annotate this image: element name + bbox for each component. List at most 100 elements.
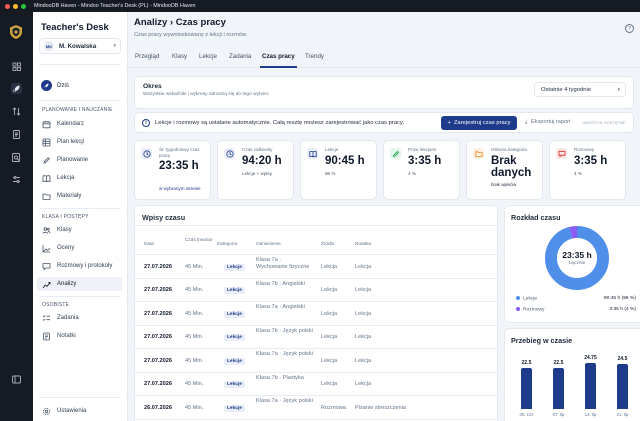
stat-card-weekly-average: Śr. tygodniowy czas pracy 23:35 h w wybr… <box>134 140 211 200</box>
table-row[interactable]: 27.07.2026 45 Min. Lekcje Klasa 7b · Angiel… <box>135 279 497 302</box>
period-card: Okres Wszystkie wskaźniki i wykresy odno… <box>134 76 634 109</box>
stat-label: Poza lekcjami <box>408 147 437 152</box>
stat-sub: 4 % <box>408 171 416 176</box>
edit-icon <box>390 148 401 159</box>
cell-source: Lekcja <box>321 381 338 388</box>
window-titlebar: MindooDB Haven - Mindoo Teacher's Desk (… <box>0 0 640 12</box>
legend-item-talks: Rozmowy 3:35 h (4 %) <box>516 307 636 312</box>
stat-card-talks: Rozmowy 3:35 h 4 % <box>549 140 626 200</box>
bar-value-label: 24.5 <box>617 355 628 362</box>
table-row[interactable]: 27.07.2026 45 Min. Lekcje Klasa 7a · Język … <box>135 349 497 373</box>
divider <box>135 254 497 255</box>
rail-document-icon[interactable] <box>11 129 22 140</box>
cell-date: 27.07.2026 <box>144 287 172 294</box>
table-row[interactable]: 26.07.2026 45 Min. Lekcje Klasa 7a · Język … <box>135 396 497 420</box>
zoom-window-button[interactable] <box>21 3 26 9</box>
donut-hole <box>557 238 597 278</box>
period-title: Okres <box>143 83 162 90</box>
cell-note: Lekcja <box>355 381 372 388</box>
divider <box>39 100 121 101</box>
bar-value-label: 22.5 <box>521 359 532 366</box>
panel-toggle-icon[interactable] <box>11 374 22 385</box>
sidebar-item-lesson[interactable]: Lekcja <box>37 171 122 185</box>
sidebar-item-grades[interactable]: Oceny <box>37 241 122 255</box>
chevron-down-icon: ▾ <box>617 87 620 93</box>
cell-reference: Klasa 7a · Wychowanie fizyczne <box>256 257 310 271</box>
bar-value-label: 24.75 <box>584 355 597 362</box>
rail-search-doc-icon[interactable] <box>11 152 22 163</box>
info-bar: i Lekcje i rozmowy są ustalane automatyc… <box>134 112 634 133</box>
table-row[interactable]: 27.07.2026 45 Min. Lekcje Klasa 7b · Plasty… <box>135 373 497 396</box>
minimize-window-button[interactable] <box>13 3 18 9</box>
divider <box>39 64 121 65</box>
sidebar-item-talks[interactable]: Rozmowy i protokoły <box>37 259 122 273</box>
cell-reference: Klasa 7a · Język polski <box>256 398 313 404</box>
chat-icon <box>42 262 51 270</box>
folder-icon <box>42 193 51 200</box>
sidebar-item-materials[interactable]: Materiały <box>37 189 122 203</box>
table-row[interactable]: 27.07.2026 45 Min. Lekcje Klasa 7b · Język … <box>135 326 497 349</box>
rail-sort-arrows-icon[interactable] <box>11 106 22 117</box>
bar-category-label: 30. cze <box>519 412 534 417</box>
table-row[interactable]: 27.07.2026 45 Min. Lekcje Klasa 7a · Wychow… <box>135 255 497 279</box>
donut-slice-1 <box>545 226 609 290</box>
category-tag: Lekcje <box>224 357 245 365</box>
tab-trends[interactable]: Trendy <box>305 53 325 60</box>
help-icon[interactable]: ? <box>625 24 634 33</box>
stat-sub: 96 % <box>325 171 336 176</box>
sidebar-item-notes[interactable]: Notatki <box>37 329 122 343</box>
sidebar-item-classes[interactable]: Klasy <box>37 223 122 237</box>
divider <box>135 348 497 349</box>
section-title: Przebieg w czasie <box>511 336 573 345</box>
period-select-value: Ostatnie 4 tygodnie <box>541 86 591 93</box>
category-tag: Lekcje <box>224 334 245 342</box>
rail-sliders-icon[interactable] <box>11 174 22 185</box>
legend-value: 90:45 h (96 %) <box>603 296 636 301</box>
register-time-button[interactable]: + Zarejestruj czas pracy <box>441 116 517 130</box>
sidebar-item-schedule[interactable]: Plan lekcji <box>37 135 122 149</box>
cell-reference: Klasa 7a · Język polski <box>256 351 313 357</box>
sidebar-item-analytics[interactable]: Analizy <box>37 277 122 291</box>
rail-grid-icon[interactable] <box>11 61 22 72</box>
table-row[interactable]: 27.07.2026 45 Min. Lekcje Klasa 7a · Angiel… <box>135 302 497 326</box>
category-tag: Lekcje <box>224 287 245 295</box>
cell-reference: Klasa 7b · Plastyka <box>256 374 304 381</box>
rail-rocket-icon[interactable] <box>11 83 22 94</box>
plus-icon: + <box>447 120 451 126</box>
cell-date: 27.07.2026 <box>144 357 172 364</box>
stat-sub: Lekcje + wpisy <box>242 171 273 176</box>
column-header: Odniesienie <box>256 241 281 246</box>
divider <box>39 397 121 398</box>
cell-source: Rozmowa <box>321 404 346 411</box>
stat-label: Śr. tygodniowy czas pracy <box>159 147 200 158</box>
sidebar-item-label: Materiały <box>57 193 82 199</box>
tab-tasks[interactable]: Zadania <box>229 53 252 60</box>
sidebar-item-settings[interactable]: Ustawienia <box>37 404 122 418</box>
cell-duration: 45 Min. <box>185 334 204 341</box>
section-title: Wpisy czasu <box>142 213 186 222</box>
stat-label: Czas całkowity <box>242 147 273 152</box>
section-title: KLASA I POSTĘPY <box>42 214 89 220</box>
bar-1 <box>553 367 564 409</box>
stat-value: 94:20 h <box>242 155 282 167</box>
app-rail <box>0 12 33 421</box>
user-selector[interactable]: MK M. Kowalska ▾ <box>39 38 121 54</box>
time-distribution-card: Rozkład czasu 23:35 h Łącznie Lekcje 90:… <box>504 205 640 323</box>
tab-classes[interactable]: Klasy <box>172 53 188 60</box>
sidebar-item-today[interactable]: Dziś <box>41 80 69 91</box>
sidebar-item-planning[interactable]: Planowanie <box>37 153 122 167</box>
tab-overview[interactable]: Przegląd <box>135 53 160 60</box>
bar-category-label: 14. lip <box>584 412 597 417</box>
legend-dot <box>516 296 520 300</box>
period-select[interactable]: Ostatnie 4 tygodnie ▾ <box>534 82 626 97</box>
export-report-button[interactable]: ⤓ Eksportuj raport <box>525 119 571 126</box>
sidebar-item-tasks[interactable]: Zadania <box>37 311 122 325</box>
calendar-icon <box>42 120 51 128</box>
sidebar-item-calendar[interactable]: Kalendarz <box>37 117 122 131</box>
tab-lessons[interactable]: Lekcje <box>199 53 217 60</box>
close-window-button[interactable] <box>5 3 10 9</box>
cell-note: Pisanie streszczenia <box>355 404 406 411</box>
info-icon: i <box>142 119 150 127</box>
sidebar-item-label: Zadania <box>57 315 79 321</box>
tab-work-time[interactable]: Czas pracy <box>262 53 295 60</box>
